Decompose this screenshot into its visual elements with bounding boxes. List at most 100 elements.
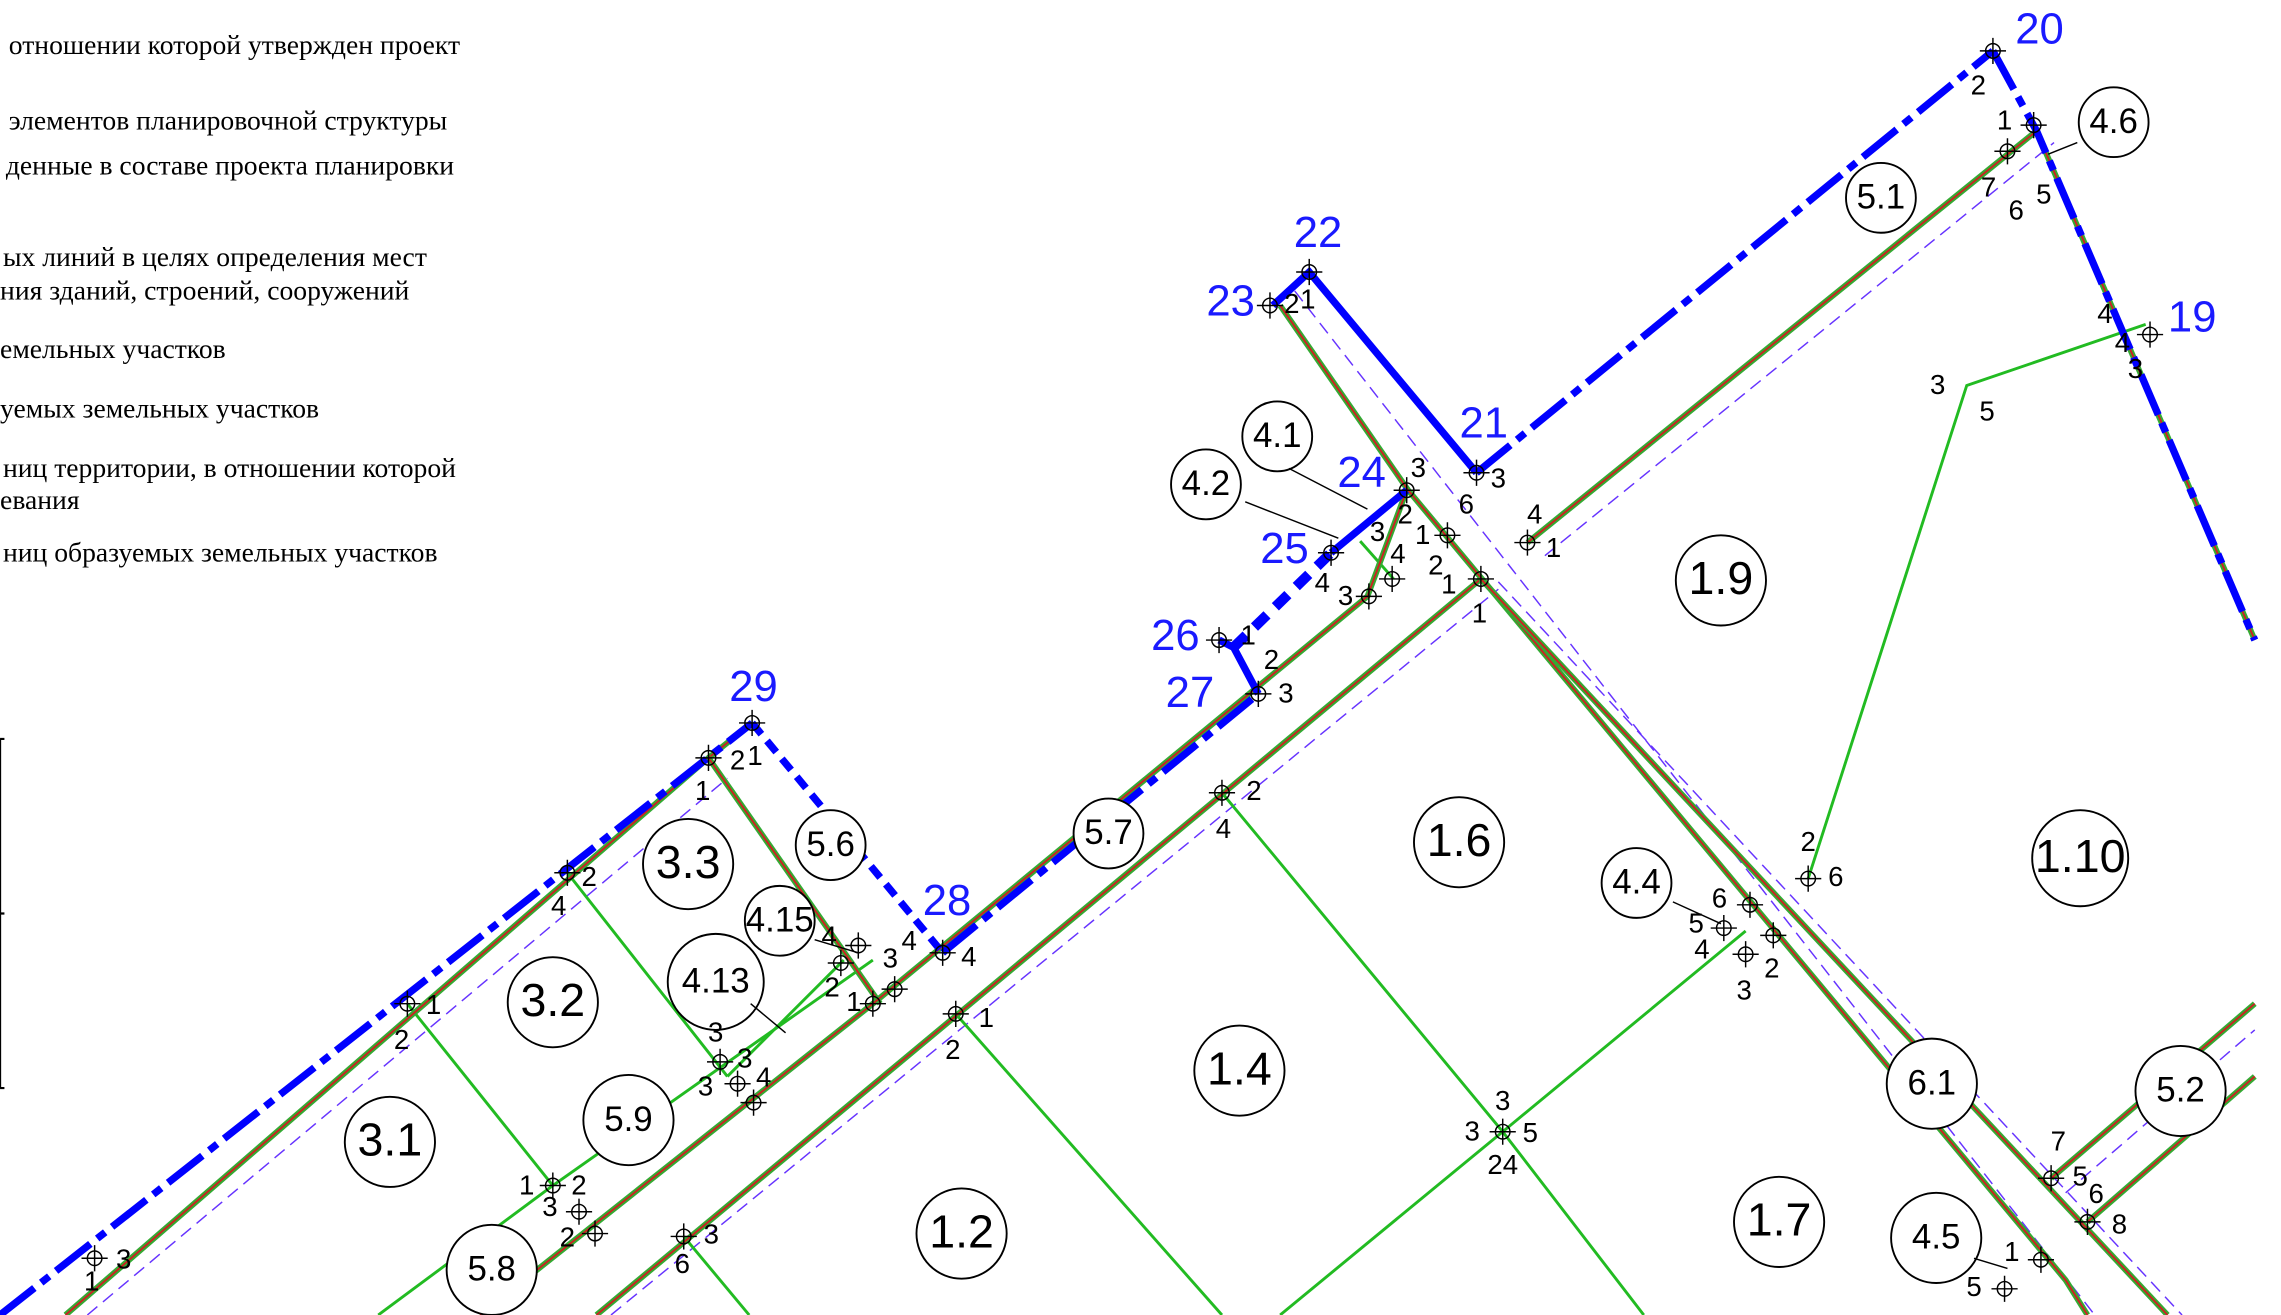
vertex-number: 1 (1441, 569, 1456, 600)
vertex-number: 2 (945, 1034, 960, 1065)
vertex-number: 6 (1459, 489, 1474, 520)
parcel-line (1808, 324, 2145, 878)
legend-text: евания (0, 484, 80, 515)
parcel-number: 5.7 (1084, 813, 1133, 852)
parcel-number: 6.1 (1908, 1063, 1957, 1102)
parcel-number: 4.6 (2089, 102, 2138, 141)
parcel-number: 4.5 (1912, 1218, 1961, 1257)
vertex-number: 3 (883, 942, 898, 973)
vertex-number: 1 (1240, 619, 1255, 650)
red-line (1481, 579, 2168, 1315)
vertex-number: 2 (582, 861, 597, 892)
vertex-number: 3 (1464, 1115, 1479, 1146)
vertex-number: 5 (1966, 1271, 1981, 1302)
vertex-marker (1991, 1276, 2017, 1302)
vertex-number: 1 (1546, 532, 1561, 563)
parcel-number: 3.1 (358, 1114, 423, 1166)
vertex-number: 3 (737, 1043, 752, 1074)
vertex-number: 2 (730, 745, 745, 776)
vertex-number: 6 (1712, 883, 1727, 914)
point-number: 23 (1206, 278, 1255, 326)
vertex-number: 1 (1415, 519, 1430, 550)
parcel-number: 4.15 (746, 900, 814, 939)
parcel-number: 5.2 (2156, 1071, 2205, 1110)
vertex-marker (1795, 866, 1821, 892)
vertex-number: 6 (2089, 1178, 2104, 1209)
parcel-number: 3.3 (656, 836, 721, 888)
labels: 20192223212425262729284.65.11.94.14.21.6… (84, 6, 2226, 1315)
parcel-line (1503, 1132, 1644, 1315)
parcel-number: 5.6 (806, 825, 855, 864)
legend-text: ниц территории, в отношении которой (3, 452, 456, 483)
vertex-number: 4 (961, 941, 976, 972)
parcel-number: 1.7 (1747, 1194, 1812, 1246)
vertex-number: 5 (1979, 395, 1994, 426)
vertex-number: 2 (1264, 644, 1279, 675)
parcel-number: 4.4 (1612, 863, 1661, 902)
parcel-number: 1.2 (929, 1205, 994, 1257)
vertex-number: 2 (560, 1222, 575, 1253)
legend-text: денные в составе проекта планировки (6, 150, 454, 181)
leader (751, 1004, 786, 1033)
vertex-number: 1 (1300, 283, 1315, 314)
vertex-number: 1 (846, 986, 861, 1017)
vertex-marker (1733, 941, 1759, 967)
vertex-number: 1 (747, 740, 762, 771)
parcel-number: 5.1 (1857, 178, 1906, 217)
vertex-marker (1760, 922, 1786, 948)
parcel-number: 5.9 (604, 1100, 653, 1139)
vertex-number: 7 (2051, 1126, 2066, 1157)
parcel-number: 4.2 (1182, 464, 1231, 503)
vertex-number: 1 (2004, 1236, 2019, 1267)
legend-text: ния зданий, строений, сооружений (0, 275, 409, 306)
point-number: 27 (1166, 669, 1215, 717)
vertex-number: 1 (426, 989, 441, 1020)
vertex-number: 4 (1694, 934, 1709, 965)
territory-boundary (1477, 51, 1993, 473)
vertex-number: 3 (116, 1243, 131, 1274)
parcel-number: 1.10 (2035, 830, 2126, 882)
point-number: 29 (729, 663, 778, 711)
vertex-marker (1711, 915, 1737, 941)
red-line-border (1280, 305, 2087, 1315)
vertex-number: 3 (1370, 516, 1385, 547)
vertex-number: 3 (1930, 369, 1945, 400)
offset-line (1295, 291, 2095, 1315)
vertex-number: 24 (1487, 1149, 1518, 1180)
point-number: 28 (923, 877, 972, 925)
vertex-number: 2 (1398, 499, 1413, 530)
vertex-number: 7 (1981, 171, 1996, 202)
parcel-line (956, 1014, 1222, 1315)
vertex-number: 4 (822, 921, 837, 952)
vertex-number: 2 (1284, 288, 1299, 319)
parcel-number: 4.1 (1253, 416, 1302, 455)
vertex-number: 6 (2009, 195, 2024, 226)
point-number: 21 (1460, 400, 1509, 448)
leader (1974, 1258, 2007, 1268)
vertex-number: 1 (84, 1265, 99, 1296)
vertex-number: 1 (1472, 598, 1487, 629)
legend-text: уемых земельных участков (0, 392, 319, 423)
point-number: 19 (2168, 294, 2217, 342)
vertex-number: 4 (1390, 538, 1405, 569)
vertex-number: 3 (1411, 452, 1426, 483)
vertex-number: 3 (1491, 462, 1506, 493)
vertex-number: 2 (824, 971, 839, 1002)
vertex-number: 3 (542, 1191, 557, 1222)
vertex-number: 3 (1736, 974, 1751, 1005)
legend-text: емельных участков (0, 333, 226, 364)
vertex-marker (2028, 1247, 2054, 1273)
parcel-number: 1.9 (1689, 552, 1754, 604)
vertex-number: 5 (2036, 179, 2051, 210)
vertex-number: 6 (675, 1248, 690, 1279)
vertex-number: 3 (2128, 353, 2143, 384)
vertex-marker (1206, 627, 1232, 653)
vertex-number: 2 (1764, 953, 1779, 984)
vertex-number: 2 (394, 1024, 409, 1055)
offset-line (1498, 582, 2182, 1315)
vertex-number: 3 (1495, 1085, 1510, 1116)
vertex-number: 3 (1278, 678, 1293, 709)
red-line (1527, 131, 2036, 543)
point-number: 20 (2015, 6, 2064, 54)
vertex-marker (582, 1220, 608, 1246)
